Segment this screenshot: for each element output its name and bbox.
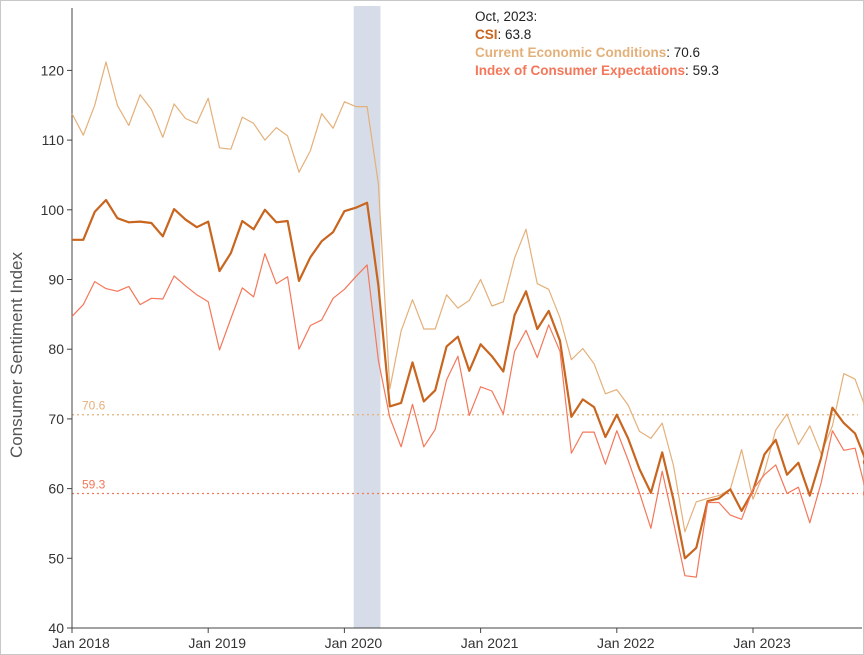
y-tick-label: 100 bbox=[41, 202, 65, 218]
y-tick-label: 120 bbox=[41, 62, 65, 78]
axes-layer bbox=[71, 8, 862, 629]
reference-lines-layer: 70.6 59.3 bbox=[72, 399, 858, 495]
series-line-csi bbox=[72, 198, 864, 560]
legend-name-expectations: Index of Consumer Expectations bbox=[475, 63, 686, 78]
x-tick-label: Jan 2019 bbox=[188, 635, 246, 651]
x-tick-label: Jan 2021 bbox=[461, 635, 519, 651]
recession-band-layer bbox=[353, 6, 381, 628]
y-tick-label: 110 bbox=[42, 132, 65, 148]
reference-line-label: 59.3 bbox=[82, 477, 106, 491]
legend-value-csi: 63.8 bbox=[505, 27, 532, 42]
legend-item-current-conditions: Current Economic Conditions: 70.6 bbox=[475, 45, 701, 60]
legend-item-expectations: Index of Consumer Expectations: 59.3 bbox=[475, 63, 719, 78]
y-tick-label: 40 bbox=[48, 620, 64, 636]
x-tick-label: Jan 2020 bbox=[325, 635, 383, 651]
y-tick-label: 80 bbox=[48, 341, 64, 357]
reference-line-label: 70.6 bbox=[82, 399, 106, 413]
series-layer bbox=[71, 61, 864, 578]
x-tick-label: Jan 2018 bbox=[52, 635, 110, 651]
legend: Oct, 2023: CSI: 63.8 Current Economic Co… bbox=[475, 8, 719, 80]
y-tick-label: 90 bbox=[48, 272, 64, 288]
legend-date: Oct, 2023: bbox=[475, 9, 538, 24]
x-ticks-layer: Jan 2018 Jan 2019 Jan 2020 Jan 2021 Jan 2022… bbox=[52, 628, 791, 651]
y-tick-label: 60 bbox=[48, 481, 64, 497]
legend-value-current-conditions: 70.6 bbox=[673, 45, 701, 60]
y-tick-label: 50 bbox=[48, 550, 64, 566]
y-axis-label: Consumer Sentiment Index bbox=[7, 252, 26, 458]
y-tick-label: 70 bbox=[48, 411, 64, 427]
legend-name-current-conditions: Current Economic Conditions bbox=[475, 45, 667, 60]
x-tick-label: Jan 2022 bbox=[597, 635, 655, 651]
y-ticks-layer: 40 50 60 70 80 90 100 110 120 bbox=[41, 62, 72, 636]
legend-value-expectations: 59.3 bbox=[692, 63, 719, 78]
x-tick-label: Jan 2023 bbox=[733, 635, 791, 651]
legend-name-csi: CSI bbox=[475, 27, 498, 42]
recession-band bbox=[353, 6, 381, 628]
series-line-current-economic-conditions bbox=[71, 61, 864, 533]
series-line-index-of-consumer-expectations bbox=[71, 253, 864, 578]
legend-item-csi: CSI: 63.8 bbox=[475, 27, 532, 42]
